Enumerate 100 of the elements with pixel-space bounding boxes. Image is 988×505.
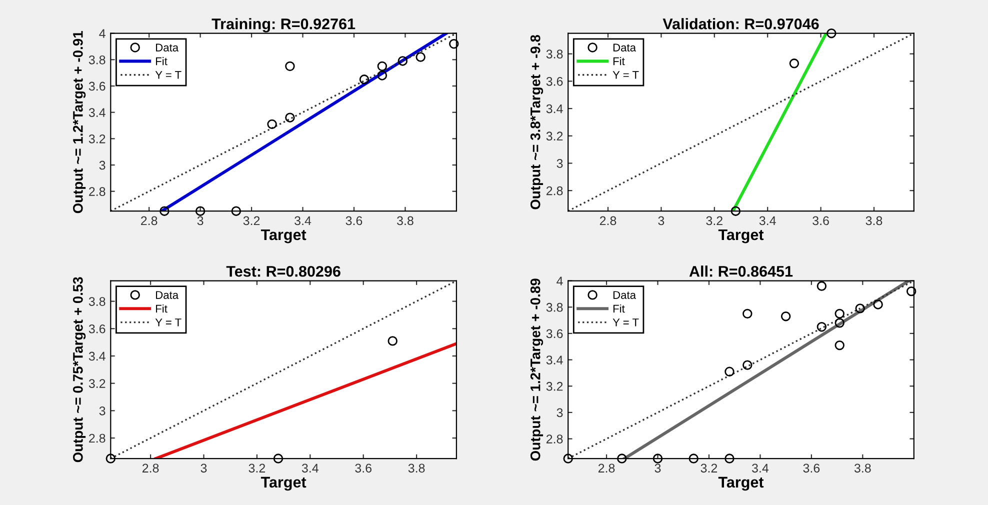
y-tick-label: 2.8 [89,187,106,196]
x-tick-label: 2.8 [598,464,615,473]
point [906,286,916,296]
x-tick-label: 3.8 [866,216,882,226]
y-tick-label: 3.2 [546,382,563,391]
x-tick-label: 3 [200,464,207,473]
y-tick-label: 4 [556,276,563,286]
legend-label: Fit [613,304,625,313]
x-tick-label: 3 [658,216,664,226]
point [816,322,827,332]
x-tick-label: 3.2 [243,216,260,226]
x-tick-label: 3.2 [706,216,722,226]
y-tick-label: 3.2 [546,132,563,141]
x-tick-label: 3 [197,216,204,226]
point [652,454,663,464]
legend-label: Fit [156,304,168,313]
point [724,454,734,464]
point [377,70,388,80]
point [730,206,741,216]
chart-title: Training: R=0.92761 [212,18,356,32]
x-axis-title: Target [718,476,764,491]
point [834,340,844,350]
y-axis-title: Output ~= 3.8*Target + -9.8 [530,34,544,210]
x-tick-label: 3.8 [408,464,425,473]
point [563,454,573,464]
x-tick-label: 3.4 [752,464,769,473]
legend-label: Y = T [155,71,182,79]
point [398,56,408,66]
y-tick-label: 3.6 [546,76,563,86]
legend-label: Data [156,291,179,299]
x-tick-label: 3 [654,464,661,473]
x-tick-label: 3.6 [355,464,372,473]
point [855,304,865,314]
x-axis-title: Target [718,229,764,244]
x-tick-label: 3.8 [854,464,871,473]
y-axis-title: Output ~= 1.2*Target + -0.91 [73,31,86,214]
point [449,39,459,49]
point [416,52,426,62]
y-tick-label: 3.8 [546,302,563,312]
x-tick-label: 2.8 [142,464,159,473]
y-tick-label: 3.2 [88,379,106,388]
x-axis-title: Target [260,229,306,244]
y-tick-label: 3 [556,408,563,418]
y-tick-label: 2.8 [546,434,563,444]
y-tick-label: 3.8 [546,50,563,58]
y-tick-label: 3.6 [546,329,563,338]
point [377,61,388,72]
legend-label: Data [156,44,179,52]
chart-title: Validation: R=0.97046 [662,18,819,30]
point [780,311,791,322]
point [231,206,242,216]
legend-label: Y = T [155,318,182,326]
x-tick-label: 3.8 [397,216,414,226]
point [789,58,800,68]
y-tick-label: 2.8 [89,434,106,443]
point [826,28,836,38]
point [816,281,827,291]
point [285,61,295,72]
point [285,112,295,122]
y-tick-label: 3.6 [88,324,106,334]
point [160,206,170,216]
y-tick-label: 3.8 [88,55,106,64]
x-tick-label: 2.8 [141,216,158,226]
point [742,308,752,319]
x-tick-label: 3.6 [803,464,820,473]
point [617,454,627,464]
point [267,119,277,130]
chart-title: Test: R=0.80296 [226,266,340,277]
y-tick-label: 3.6 [88,82,106,91]
x-tick-label: 3.2 [700,464,718,473]
legend-label: Data [613,44,636,52]
y-tick-label: 3.4 [88,352,106,361]
x-tick-label: 3.4 [302,464,318,473]
y-tick-label: 3.2 [88,134,106,144]
legend-label: Fit [156,57,168,66]
y-tick-label: 3.4 [546,104,563,114]
x-tick-label: 3.4 [759,216,776,226]
x-tick-label: 3.2 [248,464,266,473]
y-axis-title: Output ~= 0.75*Target + 0.53 [73,277,86,462]
y-axis-title: Output ~= 1.2*Target + -0.89 [530,278,544,461]
y-tick-label: 3 [99,406,106,416]
point [359,74,370,84]
point [834,308,844,319]
x-tick-label: 3.6 [812,216,829,226]
x-tick-label: 3.6 [346,216,362,226]
y-tick-label: 2.8 [546,186,563,196]
x-tick-label: 2.8 [600,216,616,226]
y-tick-label: 3.4 [88,108,106,117]
legend-label: Y = T [612,318,639,326]
point [724,366,734,376]
x-tick-label: 3.4 [294,216,312,226]
point [195,206,206,216]
y-tick-label: 3.4 [546,356,563,364]
legend-label: Data [613,291,636,299]
y-tick-label: 4 [99,29,106,38]
y-tick-label: 3.8 [88,297,106,306]
y-tick-label: 3 [556,159,563,168]
chart-title: All: R=0.86451 [689,266,793,277]
x-axis-title: Target [260,476,306,491]
y-tick-label: 3 [99,160,106,170]
